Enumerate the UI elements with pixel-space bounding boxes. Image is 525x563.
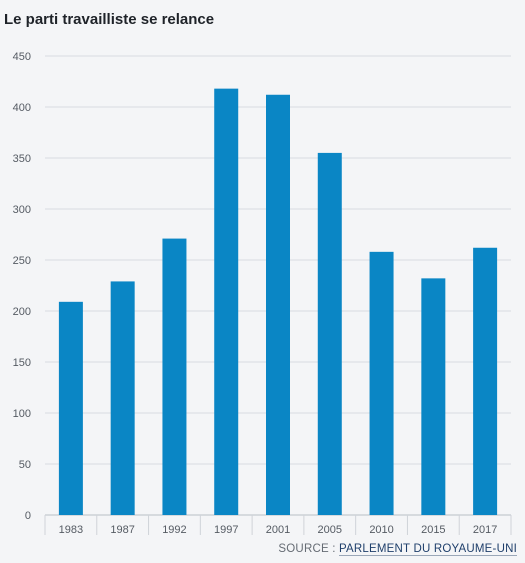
bar-1987 xyxy=(110,281,135,515)
x-tick-label: 2001 xyxy=(266,524,290,536)
x-tick-label: 1992 xyxy=(162,524,186,536)
x-tick-label: 2005 xyxy=(318,524,342,536)
y-tick-label: 450 xyxy=(13,51,31,63)
y-tick-label: 400 xyxy=(13,102,31,114)
bar-1992 xyxy=(162,238,187,515)
chart-title: Le parti travailliste se relance xyxy=(4,11,215,28)
bar-2001 xyxy=(266,94,290,515)
y-tick-label: 300 xyxy=(13,204,31,216)
y-tick-label: 150 xyxy=(13,357,31,369)
x-tick-label: 2015 xyxy=(421,524,445,536)
bar-1997 xyxy=(214,88,239,515)
bar-2017 xyxy=(473,247,498,515)
y-tick-label: 0 xyxy=(25,510,31,522)
y-tick-label: 350 xyxy=(13,153,31,165)
x-tick-label: 2017 xyxy=(473,524,497,536)
x-tick-label: 2010 xyxy=(369,524,393,536)
x-axis: 1983 1987 1992 1997 2001 2005 2010 2015 2017 xyxy=(44,515,512,536)
source-credit: SOURCE : PARLEMENT DU ROYAUME-UNI xyxy=(278,543,517,556)
y-tick-label: 200 xyxy=(13,306,31,318)
bars xyxy=(58,88,498,515)
x-tick-label: 1983 xyxy=(59,524,83,536)
bar-1983 xyxy=(58,301,83,515)
bar-2005 xyxy=(317,152,342,515)
y-tick-label: 100 xyxy=(13,408,31,420)
y-tick-label: 250 xyxy=(13,255,31,267)
x-tick-label: 1997 xyxy=(214,524,238,536)
source-name[interactable]: PARLEMENT DU ROYAUME-UNI xyxy=(339,543,517,556)
bar-2015 xyxy=(421,278,446,515)
bar-2010 xyxy=(369,251,394,515)
y-tick-label: 50 xyxy=(19,459,31,471)
x-tick-label: 1987 xyxy=(110,524,134,536)
source-prefix: SOURCE : xyxy=(278,543,336,555)
